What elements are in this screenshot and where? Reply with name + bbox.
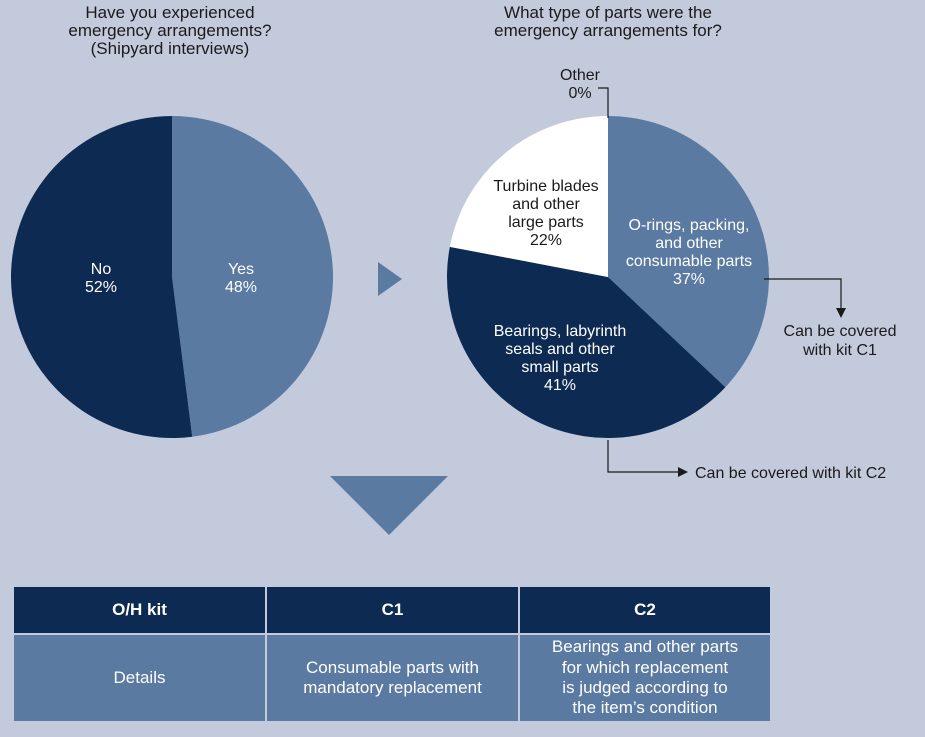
slice-label-yes: Yes [228,261,254,278]
header-c2: C2 [518,585,772,635]
slice-label-no: No [91,261,112,278]
slice-label-bearings-2: seals and other [505,341,615,358]
pie-slice-turbine [449,116,608,277]
header-c1: C1 [265,585,520,635]
slice-value-other: 0% [568,85,591,102]
slice-label-consumable-2: and other [655,235,723,252]
slice-label-consumable-3: consumable parts [626,253,752,270]
right-title-line-1: What type of parts were the [504,3,712,22]
c2-annotation: Can be covered with kit C2 [607,440,886,482]
slice-label-turbine-2: and other [512,196,580,213]
cell-c2-line-2: for which replacement [561,657,729,677]
cell-details-line-1: Details [113,667,166,687]
slice-label-turbine-3: large parts [508,214,584,231]
slice-value-bearings: 41% [544,377,576,394]
pie-slice-consumable [608,116,769,388]
cell-c1-details: Consumable parts with mandatory replacem… [265,633,520,723]
c2-arrowhead-icon [678,467,688,477]
kit-table-details-row: Details Consumable parts with mandatory … [12,633,772,723]
c2-connector-line [607,440,678,473]
c1-annotation-line-1: Can be covered [784,323,897,340]
left-title-line-1: Have you experienced [85,3,254,22]
c1-arrowhead-icon [836,308,846,318]
kit-table: O/H kit C1 C2 Details Consumable parts w… [12,585,772,723]
c2-annotation-text: Can be covered with kit C2 [695,465,886,482]
c1-annotation-line-2: with kit C1 [802,342,877,359]
cell-c1-line-1: Consumable parts with [306,657,479,677]
header-oh-kit: O/H kit [12,585,267,635]
other-callout: Other 0% [560,67,609,118]
slice-value-consumable: 37% [673,271,705,288]
left-pie: Yes 48% No 52% [10,116,333,438]
c1-annotation: Can be covered with kit C1 [764,278,897,359]
slice-value-yes: 48% [225,279,257,296]
other-leader-line [598,87,609,118]
left-chart-title: Have you experienced emergency arrangeme… [68,3,271,58]
left-title-line-3: (Shipyard interviews) [91,39,250,58]
right-title-line-2: emergency arrangements for? [494,21,722,40]
cell-c2-line-1: Bearings and other parts [551,637,739,657]
slice-value-no: 52% [85,279,117,296]
cell-c2-line-4: the item’s condition [572,698,718,718]
kit-table-header-row: O/H kit C1 C2 [12,585,772,635]
cell-c1-line-2: mandatory replacement [303,678,482,697]
slice-label-other: Other [560,67,601,84]
pie-slice-yes [172,116,333,437]
slice-label-bearings-3: small parts [521,359,598,376]
slice-label-turbine-1: Turbine blades [493,178,598,195]
slice-label-bearings-1: Bearings, labyrinth [494,323,627,340]
cell-c2-details: Bearings and other parts for which repla… [518,633,772,723]
arrow-right-icon [378,262,402,296]
c1-connector-line [764,278,842,309]
right-pie: O-rings, packing, and other consumable p… [446,116,769,438]
pie-slice-bearings [446,246,726,438]
pie-slice-no [10,116,193,438]
slice-label-consumable-1: O-rings, packing, [629,217,750,234]
slice-value-turbine: 22% [530,232,562,249]
arrow-down-icon [330,476,448,535]
left-title-line-2: emergency arrangements? [68,21,271,40]
cell-c2-line-3: is judged according to [562,678,728,697]
right-chart-title: What type of parts were the emergency ar… [494,3,722,40]
cell-details: Details [12,633,267,723]
